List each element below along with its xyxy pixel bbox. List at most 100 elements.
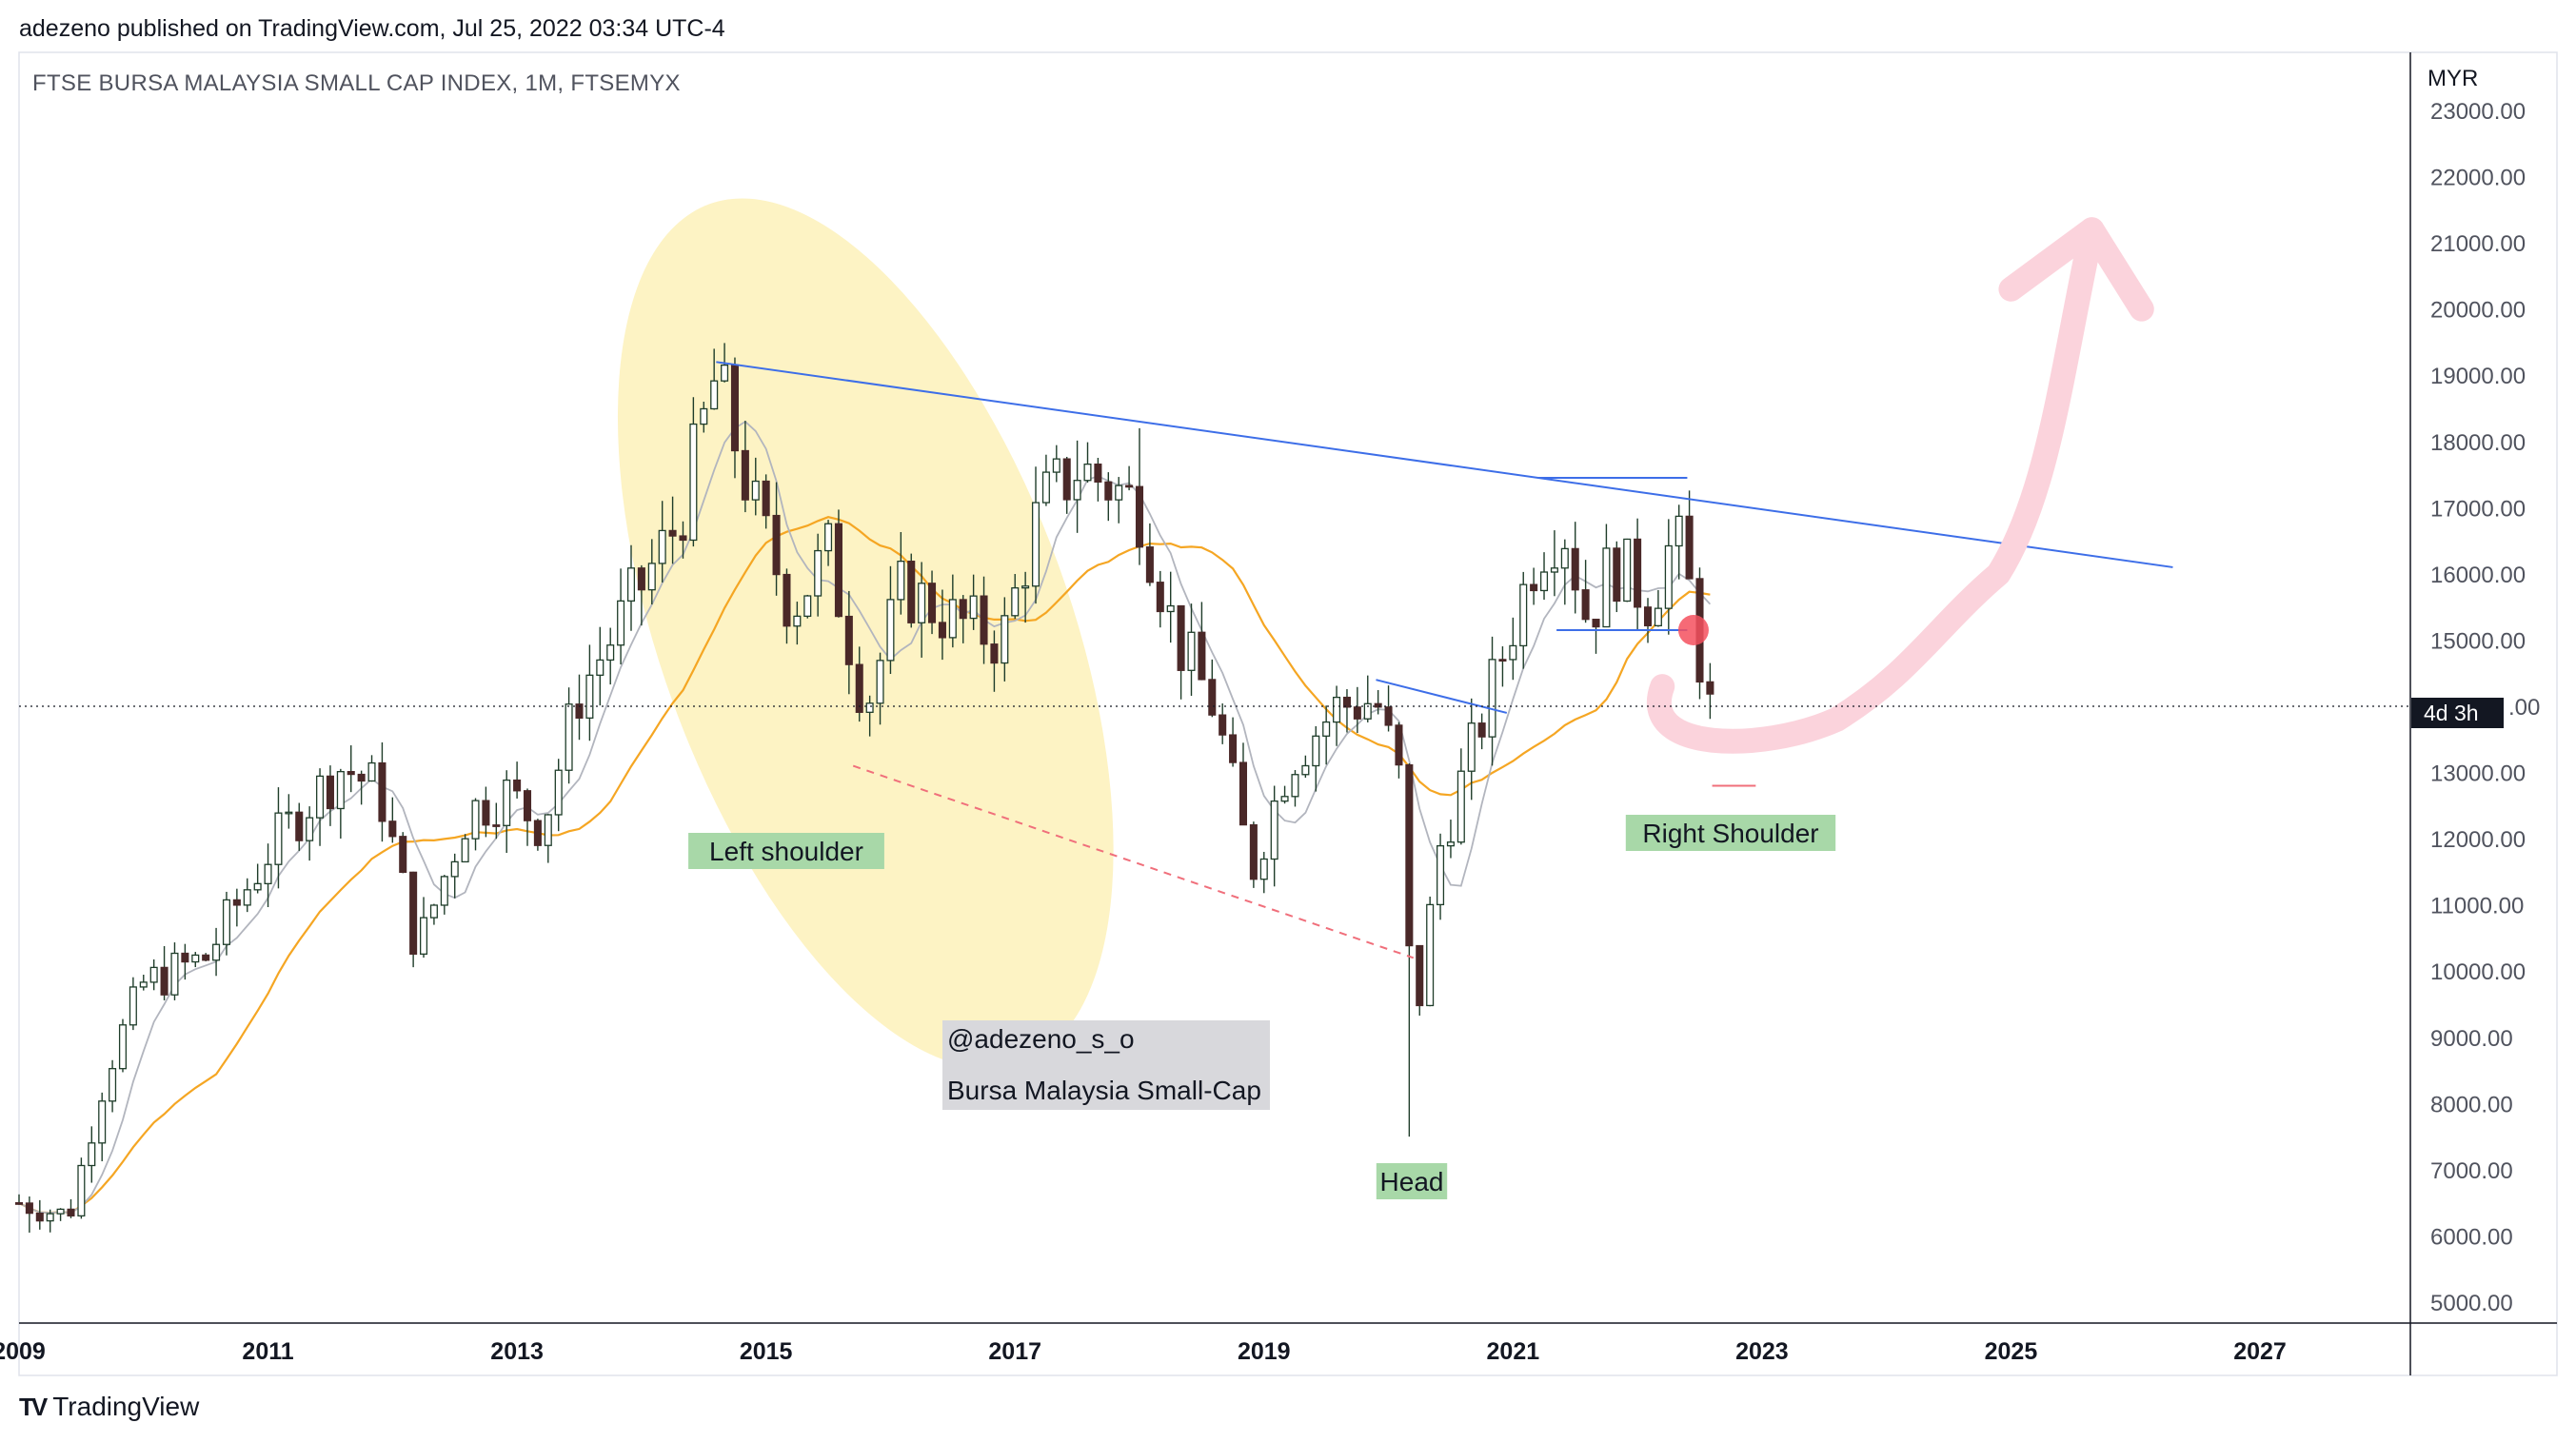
candle-body bbox=[399, 836, 407, 874]
price-tick-label: 9000.00 bbox=[2430, 1026, 2513, 1052]
time-axis-ticks: 2009 2011 2013 2015 2017 2019 2021 2023 2025 2027 bbox=[0, 1338, 2287, 1365]
candle-body bbox=[1550, 567, 1558, 573]
candle-body bbox=[1560, 547, 1569, 569]
candle-body bbox=[1031, 502, 1040, 587]
candle-body bbox=[471, 800, 480, 840]
candle-body bbox=[35, 1212, 44, 1222]
tradingview-logo-icon: TV bbox=[19, 1392, 48, 1421]
price-tick-label: 18000.00 bbox=[2430, 430, 2526, 456]
candle-body bbox=[689, 423, 698, 542]
candle-body bbox=[1437, 844, 1445, 906]
candle-body bbox=[1519, 583, 1528, 647]
candle-body bbox=[1280, 796, 1289, 802]
candle-body bbox=[1643, 606, 1653, 627]
trendlines[interactable] bbox=[716, 361, 2173, 959]
candle-body bbox=[1674, 515, 1683, 547]
right-shoulder-label-text: Right Shoulder bbox=[1642, 819, 1818, 848]
candle-body bbox=[367, 761, 376, 782]
candle-body bbox=[1291, 774, 1299, 798]
candle-body bbox=[772, 514, 781, 576]
moving-average-slow bbox=[18, 516, 1711, 1215]
candle-body bbox=[336, 771, 345, 810]
price-tick-label: 22000.00 bbox=[2430, 166, 2526, 191]
price-tick-label: 21000.00 bbox=[2430, 231, 2526, 257]
candle-body bbox=[969, 595, 978, 620]
price-tick-label: 7000.00 bbox=[2430, 1158, 2513, 1184]
candle-body bbox=[306, 817, 314, 841]
price-tick-label: 8000.00 bbox=[2430, 1092, 2513, 1117]
candle-body bbox=[1156, 582, 1164, 613]
candle-body bbox=[1664, 544, 1673, 609]
candle-body bbox=[1062, 458, 1071, 501]
candle-body bbox=[149, 966, 158, 983]
candle-body bbox=[928, 583, 937, 623]
candle-body bbox=[938, 622, 946, 639]
candle-body bbox=[606, 644, 615, 662]
candle-body bbox=[285, 811, 293, 815]
projection-arrow bbox=[1647, 217, 2154, 754]
countdown-badge: 4d 3h bbox=[2411, 698, 2504, 728]
candle-body bbox=[1187, 631, 1196, 671]
candle-body bbox=[844, 615, 853, 665]
price-tick-label: 10000.00 bbox=[2430, 959, 2526, 985]
moving-average-fast bbox=[18, 420, 1712, 1215]
candle-body bbox=[409, 871, 418, 955]
candle-body bbox=[388, 820, 397, 838]
candle-body bbox=[1654, 607, 1662, 627]
candle-body bbox=[1509, 644, 1517, 661]
price-tick-label: 6000.00 bbox=[2430, 1224, 2513, 1250]
author-note-line1: @adezeno_s_o bbox=[947, 1024, 1135, 1054]
candle-body bbox=[751, 480, 760, 501]
breakdown-marker bbox=[1677, 615, 1709, 646]
candle-body bbox=[1602, 547, 1611, 628]
annotations: Left shoulder Head Right Shoulder @adezeno_… bbox=[688, 815, 1836, 1199]
candle-body bbox=[1312, 735, 1320, 767]
author-note: @adezeno_s_o Bursa Malaysia Small-Cap bbox=[942, 1020, 1270, 1110]
candle-body bbox=[1094, 464, 1102, 484]
candle-body bbox=[264, 863, 272, 885]
candle-body bbox=[1166, 604, 1175, 613]
candle-body bbox=[1198, 631, 1206, 681]
candle-body bbox=[1539, 571, 1549, 592]
candle-body bbox=[1249, 823, 1258, 880]
head-label-bg bbox=[1376, 1163, 1448, 1199]
candle-body bbox=[212, 943, 221, 961]
candle-body bbox=[46, 1213, 54, 1222]
price-tick-label: 12000.00 bbox=[2430, 827, 2526, 853]
candle-body bbox=[1634, 538, 1642, 608]
candle-body bbox=[1104, 481, 1113, 501]
candle-body bbox=[533, 820, 542, 846]
candle-body bbox=[1333, 696, 1341, 723]
candle-body bbox=[980, 595, 988, 645]
candle-body bbox=[1530, 583, 1538, 592]
candle-body bbox=[1135, 485, 1144, 548]
candle-body bbox=[440, 876, 448, 906]
candle-body bbox=[202, 954, 210, 961]
candle-body bbox=[243, 889, 251, 906]
left-shoulder-label-bg bbox=[688, 833, 884, 869]
footer-brand[interactable]: TV TradingView bbox=[19, 1392, 199, 1422]
candle-body bbox=[1581, 589, 1590, 621]
candle-body bbox=[834, 523, 842, 618]
arrow-head bbox=[1998, 217, 2154, 322]
left-shoulder-label-text: Left shoulder bbox=[709, 837, 863, 866]
countdown-text: 4d 3h bbox=[2424, 701, 2479, 725]
price-tick-label: .00 bbox=[2508, 695, 2540, 721]
right-shoulder-label-bg bbox=[1625, 815, 1836, 851]
chart-title: FTSE BURSA MALAYSIA SMALL CAP INDEX, 1M,… bbox=[32, 70, 681, 96]
candle-body bbox=[523, 790, 532, 821]
trendline bbox=[1376, 679, 1508, 714]
time-tick-label: 2023 bbox=[1735, 1338, 1789, 1365]
right-shoulder-label: Right Shoulder bbox=[1625, 815, 1836, 851]
author-note-line2: Bursa Malaysia Small-Cap bbox=[947, 1076, 1261, 1105]
price-tick-label: 15000.00 bbox=[2430, 628, 2526, 654]
candle-body bbox=[232, 899, 241, 906]
candle-body bbox=[1456, 770, 1465, 843]
candle-body bbox=[544, 814, 552, 846]
publish-header: adezeno published on TradingView.com, Ju… bbox=[19, 15, 725, 42]
candle-body bbox=[1041, 471, 1050, 504]
candle-body bbox=[658, 529, 666, 564]
candle-body bbox=[1208, 679, 1217, 716]
candle-body bbox=[139, 981, 148, 988]
